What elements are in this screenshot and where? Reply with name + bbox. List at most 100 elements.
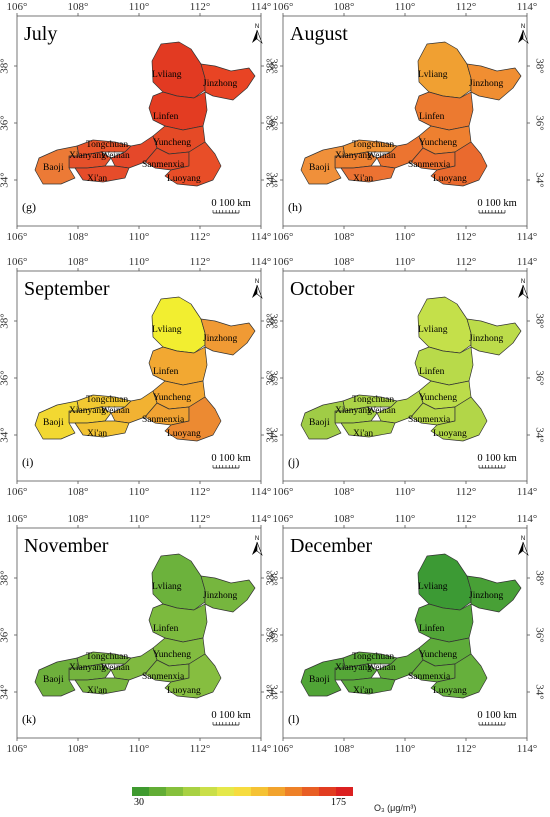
city-label-luoyang: Luoyang bbox=[433, 686, 467, 696]
legend-color-step bbox=[183, 787, 200, 796]
city-label-sanmenxia: Sanmenxia bbox=[408, 415, 451, 425]
panel-letter-label: (k) bbox=[22, 712, 36, 726]
city-label-linfen: Linfen bbox=[153, 366, 179, 377]
region-xianyang bbox=[334, 406, 378, 424]
legend-color-step bbox=[132, 787, 149, 796]
y-tick-label-left: 36° bbox=[0, 627, 11, 642]
region-jinzhong bbox=[466, 63, 522, 101]
y-tick-label-right: 34° bbox=[533, 684, 545, 699]
region-luoyang bbox=[430, 396, 488, 442]
region-jinzhong bbox=[200, 318, 256, 356]
y-tick-label-right: 36° bbox=[267, 370, 279, 385]
scale-bar-distance: 100 km bbox=[219, 710, 251, 721]
region-xianyang bbox=[334, 151, 378, 169]
y-tick-label-left: 34° bbox=[265, 172, 277, 187]
region-jinzhong bbox=[466, 575, 522, 613]
city-label-xian: Xi'an bbox=[87, 686, 107, 696]
legend-max-label: 175 bbox=[331, 797, 346, 808]
y-tick-label-right: 36° bbox=[533, 627, 545, 642]
north-label: N bbox=[521, 536, 525, 542]
y-tick-label-left: 36° bbox=[265, 627, 277, 642]
city-label-xian: Xi'an bbox=[353, 429, 373, 439]
region-xian bbox=[74, 165, 130, 183]
map-panel-december: 106° 106° 108° 108° 110° 110° 112° 112° 114° 114°… bbox=[265, 513, 546, 755]
city-label-weinan: Weinan bbox=[367, 406, 396, 416]
x-tick-label-bottom: 110° bbox=[129, 486, 150, 498]
region-luoyang bbox=[164, 141, 222, 187]
region-linfen bbox=[148, 603, 208, 643]
x-tick-label-bottom: 114° bbox=[251, 486, 272, 498]
region-luoyang bbox=[164, 653, 222, 699]
y-tick-label-right: 34° bbox=[267, 427, 279, 442]
north-arrow-icon: N bbox=[518, 279, 529, 299]
x-tick-label-top: 112° bbox=[456, 1, 477, 13]
region-baoji bbox=[300, 145, 346, 185]
map-panel-august: 106° 106° 108° 108° 110° 110° 112° 112° 114° 114°… bbox=[265, 1, 546, 243]
y-tick-label-right: 38° bbox=[533, 313, 545, 328]
x-tick-label-bottom: 108° bbox=[334, 231, 355, 243]
scale-bar: 0 100 km bbox=[477, 710, 517, 726]
city-label-baoji: Baoji bbox=[309, 418, 330, 428]
scale-bar: 0 100 km bbox=[477, 453, 517, 469]
region-linfen bbox=[414, 603, 474, 643]
legend-min-label: 30 bbox=[134, 797, 144, 808]
y-tick-label-left: 34° bbox=[265, 427, 277, 442]
x-tick-label-top: 108° bbox=[334, 256, 355, 268]
x-tick-label-bottom: 110° bbox=[395, 486, 416, 498]
city-label-baoji: Baoji bbox=[43, 163, 64, 173]
region-jinzhong bbox=[200, 575, 256, 613]
x-tick-label-bottom: 114° bbox=[517, 486, 538, 498]
y-tick-label-left: 36° bbox=[0, 370, 11, 385]
x-tick-label-bottom: 112° bbox=[456, 743, 477, 755]
scale-bar-zero: 0 bbox=[211, 710, 216, 721]
x-tick-label-bottom: 114° bbox=[517, 743, 538, 755]
y-tick-label-left: 38° bbox=[265, 570, 277, 585]
x-tick-label-top: 110° bbox=[395, 1, 416, 13]
legend-color-step bbox=[268, 787, 285, 796]
region-jinzhong bbox=[200, 63, 256, 101]
x-tick-label-top: 108° bbox=[334, 1, 355, 13]
north-label: N bbox=[255, 24, 259, 30]
scale-bar: 0 100 km bbox=[211, 453, 251, 469]
city-label-xianyang: Xianyang bbox=[335, 406, 372, 416]
region-linfen bbox=[148, 91, 208, 131]
panel-month-title: September bbox=[24, 278, 110, 300]
x-tick-label-top: 112° bbox=[456, 256, 477, 268]
x-tick-label-bottom: 110° bbox=[395, 743, 416, 755]
region-xian bbox=[340, 165, 396, 183]
x-tick-label-bottom: 106° bbox=[7, 486, 28, 498]
city-label-luoyang: Luoyang bbox=[167, 429, 201, 439]
scale-bar-zero: 0 bbox=[477, 198, 482, 209]
city-label-weinan: Weinan bbox=[101, 663, 130, 673]
x-tick-label-top: 106° bbox=[273, 513, 294, 525]
region-baoji bbox=[34, 657, 80, 697]
city-label-sanmenxia: Sanmenxia bbox=[142, 672, 185, 682]
x-tick-label-bottom: 106° bbox=[273, 486, 294, 498]
region-xian bbox=[74, 420, 130, 438]
legend-color-step bbox=[149, 787, 166, 796]
scale-bar-distance: 100 km bbox=[485, 198, 517, 209]
x-tick-label-bottom: 114° bbox=[251, 743, 272, 755]
x-tick-label-bottom: 110° bbox=[129, 231, 150, 243]
panel-month-title: October bbox=[290, 278, 355, 300]
x-tick-label-bottom: 108° bbox=[334, 743, 355, 755]
city-label-xian: Xi'an bbox=[87, 174, 107, 184]
x-tick-label-top: 106° bbox=[7, 1, 28, 13]
region-xian bbox=[74, 677, 130, 695]
x-tick-label-bottom: 108° bbox=[334, 486, 355, 498]
panel-frame bbox=[16, 15, 262, 227]
region-xianyang bbox=[334, 663, 378, 681]
region-luoyang bbox=[164, 396, 222, 442]
x-tick-label-bottom: 106° bbox=[273, 743, 294, 755]
x-tick-label-bottom: 112° bbox=[456, 231, 477, 243]
city-label-xianyang: Xianyang bbox=[69, 406, 106, 416]
y-tick-label-left: 36° bbox=[0, 115, 11, 130]
region-jinzhong bbox=[466, 318, 522, 356]
x-tick-label-top: 110° bbox=[395, 256, 416, 268]
city-label-lvliang: Lvliang bbox=[418, 325, 448, 335]
legend-color-step bbox=[234, 787, 251, 796]
city-label-linfen: Linfen bbox=[419, 366, 445, 377]
city-label-weinan: Weinan bbox=[101, 151, 130, 161]
north-label: N bbox=[521, 279, 525, 285]
